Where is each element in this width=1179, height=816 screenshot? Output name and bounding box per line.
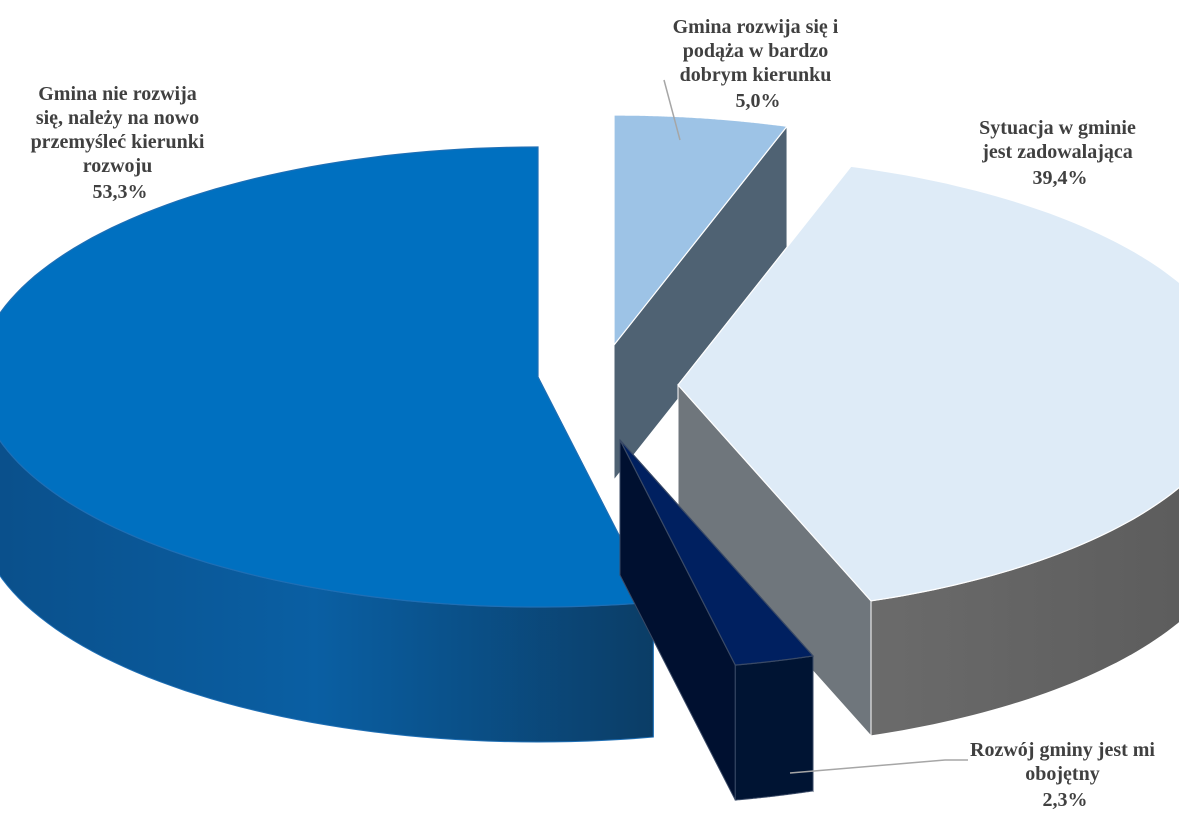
- pie-slice-0-top: [0, 146, 655, 608]
- data-label-slice-1: Gmina rozwija się i podąża w bardzo dobr…: [673, 16, 844, 112]
- data-label-slice-3: Rozwój gminy jest mi obojętny 2,3%: [970, 739, 1160, 811]
- pie-slice-0: [0, 146, 655, 743]
- data-label-slice-1-line-0: Gmina rozwija się i: [673, 16, 839, 38]
- data-label-slice-3-line-1: obojętny: [1025, 763, 1099, 785]
- data-label-slice-2: Sytuacja w gminie jest zadowalająca 39,4…: [979, 117, 1141, 189]
- data-label-slice-0-line-1: się, należy na nowo: [36, 107, 199, 129]
- pie-slice-3-top: [619, 439, 815, 666]
- data-label-slice-3-percent: 2,3%: [1043, 789, 1088, 811]
- pie-slice-2-rim-0: [870, 487, 1179, 737]
- pie-slice-2: [677, 164, 1179, 738]
- data-label-slice-0-line-3: rozwoju: [83, 155, 153, 177]
- data-label-slice-2-percent: 39,4%: [1033, 167, 1088, 189]
- data-label-slice-1-line-1: podąża w bardzo: [683, 40, 829, 62]
- pie-slice-1: [613, 114, 789, 482]
- leader-line-slice-1: [663, 79, 681, 141]
- leader-line-slice-3: [789, 759, 968, 774]
- pie-slice-3: [619, 438, 815, 801]
- data-label-slice-2-line-0: Sytuacja w gminie: [979, 117, 1136, 139]
- pie-slice-1-top: [613, 114, 789, 347]
- pie-slice-3-rim-0: [734, 655, 814, 801]
- data-label-slice-0: Gmina nie rozwija się, należy na nowo pr…: [31, 83, 210, 203]
- data-label-slice-1-percent: 5,0%: [736, 90, 781, 112]
- data-label-slice-3-line-0: Rozwój gminy jest mi: [970, 739, 1155, 761]
- data-label-slice-1-line-2: dobrym kierunku: [680, 64, 832, 86]
- data-label-slice-0-line-2: przemyśleć kierunki: [31, 131, 205, 153]
- data-label-slice-2-line-1: jest zadowalająca: [981, 141, 1133, 163]
- pie-slice-2-top: [677, 165, 1179, 602]
- data-label-slice-0-line-0: Gmina nie rozwija: [38, 83, 197, 105]
- data-label-slice-0-percent: 53,3%: [93, 181, 148, 203]
